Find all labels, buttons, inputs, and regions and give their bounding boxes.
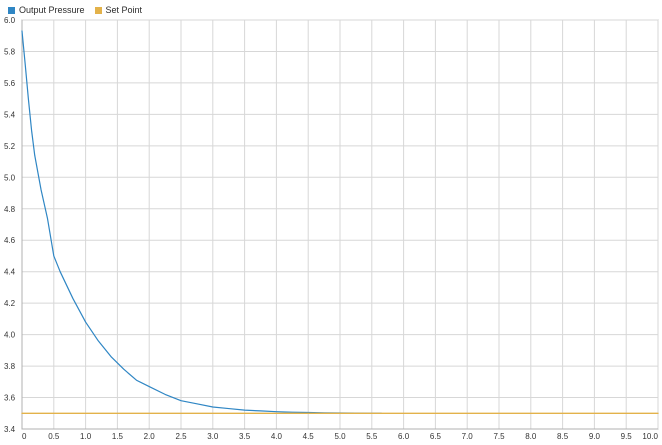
legend: Output Pressure Set Point (8, 3, 142, 17)
x-tick-label: 4.0 (271, 432, 283, 441)
legend-label-set-point: Set Point (105, 5, 143, 15)
set-point-swatch-icon (94, 6, 102, 14)
y-tick-label: 3.8 (4, 362, 16, 371)
axes (21, 20, 658, 430)
x-tick-label: 9.0 (589, 432, 601, 441)
x-tick-label: 5.5 (366, 432, 378, 441)
legend-item-set-point[interactable]: Set Point (94, 5, 143, 15)
x-tick-label: 4.5 (303, 432, 315, 441)
x-tick-label: 1.5 (112, 432, 124, 441)
x-tick-label: 0 (22, 432, 27, 441)
y-tick-label: 3.6 (4, 394, 16, 403)
y-tick-label: 5.6 (4, 79, 16, 88)
grid (21, 19, 659, 430)
x-tick-label: 3.5 (239, 432, 251, 441)
y-tick-label: 5.4 (4, 110, 16, 119)
y-tick-label: 4.6 (4, 236, 16, 245)
x-tick-label: 7.5 (493, 432, 505, 441)
x-tick-label: 1.0 (80, 432, 92, 441)
x-tick-label: 9.5 (621, 432, 633, 441)
y-tick-label: 4.8 (4, 205, 16, 214)
y-tick-label: 3.4 (4, 425, 16, 434)
y-tick-label: 5.2 (4, 142, 16, 151)
tick-labels: 0 0.5 1.0 1.5 2.0 2.5 3.0 3.5 4.0 4.5 5.0 5.5 6.0 6.5… (4, 16, 659, 441)
x-tick-label: 6.0 (398, 432, 410, 441)
x-tick-label: 5.0 (334, 432, 346, 441)
y-tick-label: 4.0 (4, 331, 16, 340)
output-pressure-line (21, 30, 382, 414)
y-tick-label: 5.8 (4, 47, 16, 56)
x-tick-label: 2.5 (175, 432, 187, 441)
x-tick-label: 0.5 (48, 432, 60, 441)
y-tick-label: 5.0 (4, 173, 16, 182)
output-pressure-swatch-icon (8, 6, 15, 14)
y-tick-label: 4.2 (4, 299, 16, 308)
legend-item-output-pressure[interactable]: Output Pressure (8, 5, 85, 15)
x-tick-label: 8.0 (525, 432, 537, 441)
x-tick-label: 10.0 (642, 432, 658, 441)
y-tick-label: 6.0 (4, 16, 16, 25)
y-tick-label: 4.4 (4, 268, 16, 277)
x-tick-label: 2.0 (144, 432, 156, 441)
x-tick-label: 3.0 (207, 432, 219, 441)
series (21, 30, 659, 414)
x-tick-label: 7.0 (462, 432, 474, 441)
x-tick-label: 6.5 (430, 432, 442, 441)
x-tick-label: 8.5 (557, 432, 569, 441)
legend-label-output-pressure: Output Pressure (19, 5, 85, 15)
